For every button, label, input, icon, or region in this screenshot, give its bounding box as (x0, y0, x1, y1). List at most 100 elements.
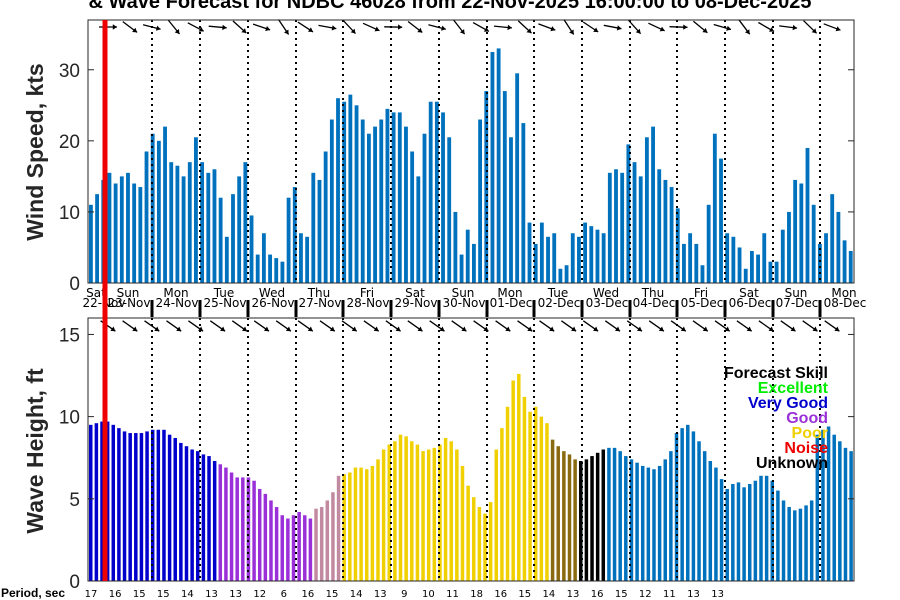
wave-bar (235, 477, 239, 581)
direction-arrow-head (350, 28, 356, 34)
wave-bar (579, 461, 583, 581)
date-separator (389, 300, 393, 317)
date-separator (437, 300, 441, 317)
wind-bar (249, 215, 254, 283)
wind-bar (181, 176, 186, 283)
wave-bar (517, 373, 521, 581)
wind-bar (169, 162, 174, 283)
wind-bar (632, 162, 637, 283)
wave-bar (218, 464, 223, 581)
wind-bar (601, 233, 606, 283)
day-name: Mon (497, 286, 522, 300)
wave-bar (793, 510, 797, 581)
wind-bar (373, 126, 377, 284)
wave-bar (624, 456, 628, 581)
wind-bar (694, 243, 699, 283)
day-name: Mon (163, 286, 188, 300)
direction-arrow-head (526, 28, 532, 34)
wave-bar (708, 461, 713, 581)
wind-bar (194, 137, 198, 283)
day-name: Thu (641, 286, 665, 300)
wind-bar (472, 243, 476, 283)
period-label: Period, sec (1, 586, 65, 600)
wind-bar (644, 137, 649, 283)
period-value: 15 (615, 589, 628, 600)
wave-bar (747, 484, 752, 581)
wind-bar (558, 268, 563, 283)
wind-bar (255, 254, 260, 283)
wave-bar (674, 433, 679, 581)
period-value: 15 (518, 589, 531, 600)
wind-bar (502, 91, 507, 283)
direction-arrow-head (790, 326, 796, 332)
wind-y-ticks: 0 10 20 30 (59, 61, 854, 295)
wave-bar (336, 475, 341, 581)
wave-bar (843, 447, 848, 581)
wave-bar (145, 431, 149, 581)
wind-bar (614, 169, 618, 283)
direction-arrow-head (593, 326, 599, 332)
wave-bar (122, 431, 127, 581)
wind-bar (126, 172, 130, 283)
wind-bar (292, 187, 297, 283)
wave-bar (229, 472, 234, 581)
wind-bar (817, 243, 822, 283)
direction-arrow-head (417, 326, 423, 332)
direction-arrow-head (483, 326, 489, 332)
direction-arrow-head (745, 29, 750, 35)
date-label: 27-Nov (298, 296, 341, 310)
date-separator (294, 300, 298, 317)
period-value: 16 (302, 589, 315, 600)
wave-bar (257, 488, 262, 581)
wave-bar (821, 429, 825, 581)
wind-bar (150, 133, 155, 283)
wave-bar (832, 434, 836, 581)
wind-bar (144, 151, 149, 283)
wind-bar (768, 261, 773, 283)
direction-arrow-head (702, 326, 708, 332)
wind-bar (243, 162, 248, 283)
wind-bar (280, 261, 285, 283)
wind-bar (163, 126, 167, 284)
wind-bar (830, 194, 835, 283)
wave-bar (319, 507, 324, 581)
wave-bar (421, 451, 425, 581)
wind-midnight-gridlines (104, 20, 821, 283)
wind-bar (762, 233, 767, 283)
direction-arrow-head (222, 24, 227, 31)
direction-arrow-head (507, 24, 512, 31)
wave-bar (348, 472, 352, 581)
wave-bar (652, 469, 656, 581)
wave-bar (274, 507, 279, 581)
wind-bar (515, 73, 520, 283)
wave-bar (134, 433, 138, 581)
direction-arrow-head (527, 326, 533, 332)
legend-item: Very Good (748, 395, 828, 412)
wind-bar (651, 126, 655, 284)
wind-bar (731, 236, 736, 283)
wave-bar (522, 396, 527, 581)
wave-axes-box (87, 317, 855, 582)
wind-bar (706, 204, 711, 283)
wave-bar (308, 518, 313, 581)
legend-item: Poor (792, 425, 828, 442)
date-separator (675, 300, 679, 317)
wave-y-axis-label: Wave Height, ft (22, 368, 48, 534)
wave-bar (449, 441, 453, 581)
direction-arrow-head (702, 27, 708, 33)
wave-bar (94, 423, 99, 581)
wave-bar (156, 429, 161, 581)
wind-bar (200, 162, 205, 283)
wave-bar (618, 451, 622, 581)
direction-arrow-head (811, 28, 817, 34)
direction-arrow-head (658, 326, 664, 332)
date-label: 06-Dec (729, 296, 772, 310)
date-label: 04-Dec (633, 296, 676, 310)
wind-bar (459, 254, 464, 283)
wind-bar (385, 108, 390, 283)
wave-bar (472, 497, 476, 581)
date-label: 07-Dec (776, 296, 819, 310)
wind-bar (774, 261, 779, 283)
date-label: 01-Dec (490, 296, 533, 310)
